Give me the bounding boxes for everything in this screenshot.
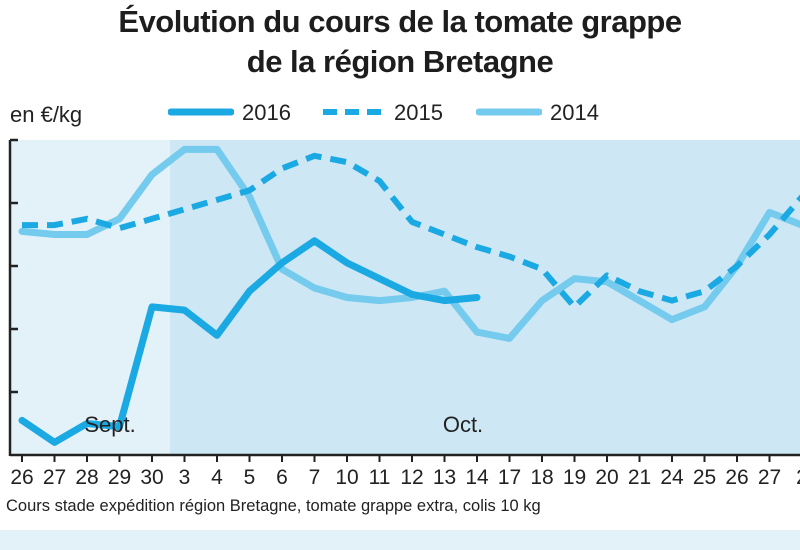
x-tick-label: 20 — [595, 466, 618, 489]
x-tick-label: 7 — [309, 466, 321, 489]
x-tick-label: 6 — [276, 466, 288, 489]
x-tick-label: 13 — [433, 466, 456, 489]
x-tick-label: 17 — [498, 466, 521, 489]
legend-swatch-2015 — [323, 109, 383, 115]
x-tick-label: 14 — [465, 466, 489, 489]
legend-label-2015: 2015 — [394, 100, 443, 125]
legend-label-2016: 2016 — [242, 100, 291, 125]
x-tick-label: 25 — [693, 466, 716, 489]
x-tick-label: 26 — [10, 466, 33, 489]
series-line-2016 — [18, 237, 481, 446]
chart-title: Évolution du cours de la tomate grappe d… — [0, 2, 800, 82]
legend-swatch-2016 — [168, 108, 234, 116]
x-tick-label: 24 — [660, 466, 684, 489]
plot-background-oct — [170, 140, 800, 455]
x-tick-label: 27 — [43, 466, 66, 489]
x-tick-label: 12 — [400, 466, 423, 489]
x-tick-label: 30 — [140, 466, 163, 489]
month-label-oct: Oct. — [443, 412, 483, 437]
chart-title-line-2: de la région Bretagne — [246, 44, 554, 79]
chart-title-line-1: Évolution du cours de la tomate grappe — [118, 4, 682, 39]
x-tick-label: 10 — [335, 466, 358, 489]
x-tick-label: 4 — [211, 466, 223, 489]
x-tick-label: 29 — [108, 466, 131, 489]
legend-swatch-2014 — [476, 108, 542, 116]
chart-plot: Sept. Oct. 26 27 28 29 30 3 4 5 6 7 10 11 12 13 14 17 18… — [8, 138, 800, 489]
bottom-band — [0, 530, 800, 550]
plot-background-sept — [10, 140, 170, 455]
x-tick-label: 26 — [725, 466, 748, 489]
x-tick-label: 18 — [530, 466, 553, 489]
x-tick-label: 5 — [244, 466, 256, 489]
x-tick-label: 21 — [628, 466, 651, 489]
x-tick-label: 27 — [758, 466, 781, 489]
legend-label-2014: 2014 — [550, 100, 599, 125]
x-tick-label: 19 — [563, 466, 586, 489]
series-line-2015 — [22, 152, 800, 310]
x-tick-label: 11 — [369, 466, 391, 489]
month-label-sept: Sept. — [84, 412, 135, 437]
y-axis-unit-label: en €/kg — [10, 102, 83, 127]
x-tick-label: 3 — [179, 466, 191, 489]
source-note: Cours stade expédition région Bretagne, … — [6, 497, 541, 515]
x-tick-label: 2 — [796, 466, 800, 489]
x-tick-label: 28 — [75, 466, 98, 489]
